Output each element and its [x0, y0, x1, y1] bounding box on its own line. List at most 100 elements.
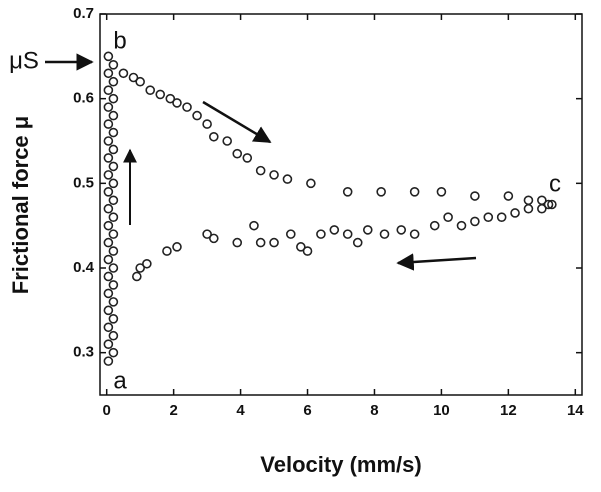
data-point	[103, 51, 114, 62]
x-tick-label: 2	[169, 402, 177, 419]
data-point	[342, 229, 353, 239]
data-point	[510, 208, 520, 218]
x-tick-label: 14	[567, 402, 584, 419]
data-point	[103, 356, 114, 366]
data-point	[306, 178, 316, 189]
data-point	[155, 89, 166, 100]
data-point	[209, 233, 219, 244]
data-point	[436, 187, 447, 197]
data-point	[108, 212, 119, 222]
data-point	[103, 254, 114, 265]
data-point	[379, 229, 390, 239]
data-point	[409, 229, 420, 239]
data-point	[503, 191, 514, 201]
data-point	[362, 225, 373, 235]
data-point	[108, 60, 119, 70]
data-point	[108, 313, 119, 324]
data-point	[232, 237, 243, 248]
data-point	[470, 216, 480, 227]
data-point	[108, 161, 119, 172]
x-tick-label: 4	[236, 402, 245, 419]
data-point	[145, 85, 156, 95]
data-point	[103, 339, 114, 350]
data-point	[329, 225, 340, 235]
data-point	[282, 174, 293, 184]
data-point	[523, 195, 534, 206]
data-point	[316, 229, 326, 239]
data-point	[547, 199, 557, 210]
annotation: b	[113, 27, 126, 54]
data-point	[108, 263, 119, 273]
data-point	[108, 93, 119, 104]
data-point	[103, 288, 114, 299]
data-point	[108, 110, 119, 121]
data-point	[242, 153, 253, 163]
data-point	[108, 280, 119, 290]
data-point	[232, 148, 243, 159]
data-point	[103, 102, 114, 112]
annotation: c	[549, 170, 561, 197]
x-tick-label: 10	[433, 402, 450, 419]
data-point	[352, 237, 363, 248]
data-point	[103, 170, 114, 180]
data-point	[543, 199, 554, 210]
data-point	[285, 229, 296, 239]
data-point	[103, 187, 114, 197]
data-point	[192, 110, 202, 121]
data-point	[396, 225, 407, 235]
data-point	[103, 119, 114, 129]
data-point	[209, 131, 219, 142]
data-point	[108, 76, 119, 87]
data-point	[162, 246, 172, 256]
data-point	[537, 203, 547, 214]
data-point	[255, 237, 266, 248]
x-tick-label: 0	[103, 402, 111, 419]
data-point	[142, 258, 152, 269]
data-point	[103, 220, 114, 231]
arrow	[202, 100, 272, 144]
data-point	[443, 212, 453, 222]
data-point	[202, 119, 212, 129]
data-point	[103, 68, 114, 79]
x-tick-label: 8	[370, 402, 378, 419]
data-point	[182, 102, 192, 112]
plot-frame	[99, 13, 583, 396]
data-point	[135, 263, 145, 273]
data-point	[483, 212, 494, 222]
data-point	[108, 195, 119, 206]
data-point	[108, 229, 119, 239]
data-point	[496, 212, 507, 222]
annotation: a	[113, 367, 127, 394]
x-axis-label: Velocity (mm/s)	[260, 452, 421, 477]
y-axis-label: Frictional force μ	[8, 116, 33, 295]
data-point	[165, 93, 176, 104]
data-point	[103, 322, 114, 333]
x-tick-label: 12	[500, 402, 517, 419]
y-tick-label: 0.5	[73, 174, 94, 191]
data-point	[135, 76, 145, 87]
data-point	[523, 203, 534, 214]
data-point	[108, 246, 119, 256]
data-point	[269, 237, 279, 248]
data-point	[249, 220, 259, 231]
data-point	[429, 220, 440, 231]
data-point	[108, 347, 119, 358]
data-point	[132, 271, 142, 282]
x-tick-label: 6	[303, 402, 311, 419]
data-point	[108, 330, 119, 341]
y-tick-label: 0.3	[73, 344, 94, 361]
y-tick-label: 0.6	[73, 90, 94, 107]
annotation: μS	[9, 47, 39, 74]
data-point	[202, 229, 212, 239]
data-point	[103, 136, 114, 146]
data-point	[302, 246, 313, 256]
data-point	[172, 98, 182, 108]
data-point	[103, 271, 114, 282]
data-point	[108, 144, 119, 155]
data-point	[128, 72, 139, 83]
data-point	[172, 242, 182, 252]
data-point	[103, 153, 114, 163]
data-point	[108, 178, 119, 189]
data-point	[376, 187, 386, 197]
